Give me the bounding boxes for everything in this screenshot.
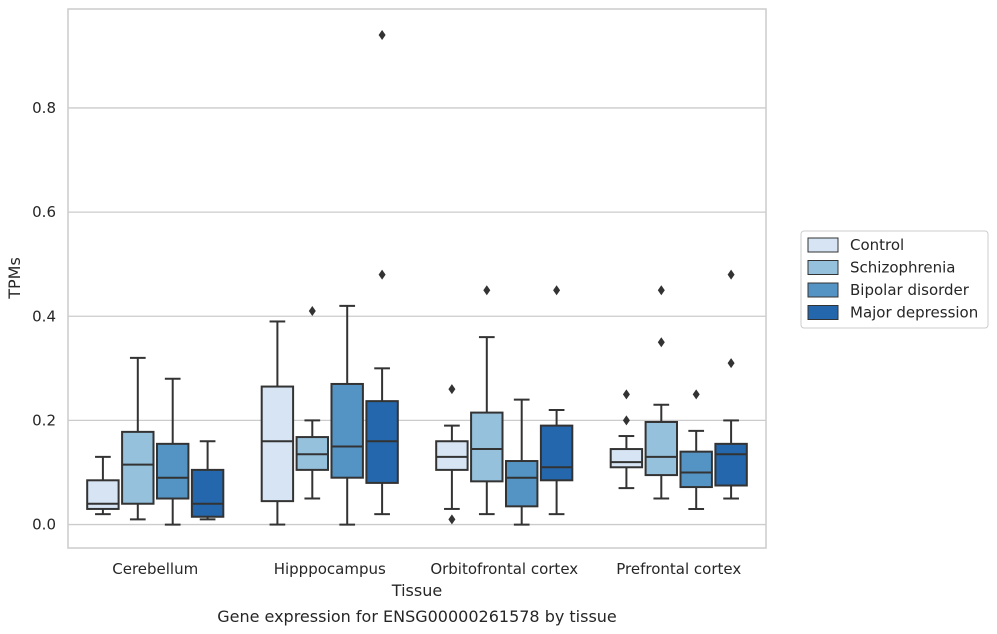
legend-swatch (807, 282, 839, 298)
outlier-point (483, 285, 491, 296)
box-control (435, 384, 469, 525)
box-iqr (679, 450, 713, 489)
outlier-point (657, 285, 665, 296)
outlier-point (448, 384, 456, 395)
boxes (86, 30, 748, 526)
outlier-point (378, 30, 386, 41)
box-schizophrenia (470, 285, 504, 516)
outlier-point (553, 285, 561, 296)
y-tick-labels: 0.0 0.2 0.4 0.6 0.8 (32, 99, 56, 534)
x-axis-title: Tissue (391, 581, 442, 600)
box-iqr (609, 448, 644, 469)
box-schizophrenia (121, 356, 155, 521)
x-tick-label: Cerebellum (112, 560, 198, 578)
box-major-depression (365, 30, 399, 516)
box-iqr (330, 382, 364, 479)
outlier-point (448, 514, 456, 525)
box-bipolar-disorder (679, 389, 713, 510)
box-major-depression (190, 440, 225, 521)
outlier-point (657, 337, 665, 348)
box-control (260, 320, 295, 526)
y-tick-label: 0.8 (32, 99, 56, 117)
box-iqr (435, 440, 469, 471)
box-schizophrenia (644, 285, 679, 500)
plot-frame (67, 8, 767, 549)
box-iqr (155, 442, 190, 500)
y-tick-label: 0.6 (32, 203, 56, 221)
x-tick-label: Prefrontal cortex (616, 560, 741, 578)
box-iqr (539, 424, 574, 482)
x-tick-label: Hipppocampus (274, 560, 386, 578)
box-iqr (714, 442, 748, 487)
outlier-point (692, 389, 700, 400)
outlier-point (378, 269, 386, 280)
legend-frame (800, 230, 989, 329)
box-bipolar-disorder (155, 377, 190, 526)
box-bipolar-disorder (504, 398, 539, 526)
y-axis-title: TPMs (5, 257, 24, 300)
outlier-point (727, 358, 735, 369)
box-control (86, 455, 120, 516)
legend-label: Major depression (850, 304, 978, 322)
box-iqr (260, 385, 295, 503)
box-major-depression (714, 269, 748, 500)
legend-swatch (807, 260, 839, 275)
legend-swatch (807, 237, 839, 253)
box-schizophrenia (295, 306, 330, 500)
figure-caption: Gene expression for ENSG00000261578 by t… (217, 607, 617, 626)
box-iqr (644, 420, 679, 477)
legend: Control Schizophrenia Bipolar disorder Majo… (800, 230, 989, 329)
box-bipolar-disorder (330, 304, 364, 526)
legend-label: Control (850, 236, 904, 254)
legend-label: Schizophrenia (850, 259, 955, 277)
grid-lines (68, 107, 766, 526)
y-tick-label: 0.0 (32, 516, 56, 534)
box-control (609, 389, 644, 490)
outlier-point (308, 306, 316, 317)
box-iqr (121, 430, 155, 505)
x-tick-label: Orbitofrontal cortex (430, 560, 578, 578)
box-iqr (190, 468, 225, 518)
outlier-point (622, 389, 630, 400)
legend-label: Bipolar disorder (850, 281, 970, 299)
x-tick-labels: Cerebellum Hipppocampus Orbitofrontal cort… (112, 560, 741, 578)
legend-swatch (807, 305, 839, 320)
box-iqr (470, 411, 504, 483)
y-tick-label: 0.2 (32, 411, 56, 429)
y-tick-label: 0.4 (32, 307, 56, 325)
box-major-depression (539, 285, 574, 516)
box-iqr (504, 460, 539, 508)
outlier-point (727, 269, 735, 280)
outlier-point (622, 415, 630, 426)
